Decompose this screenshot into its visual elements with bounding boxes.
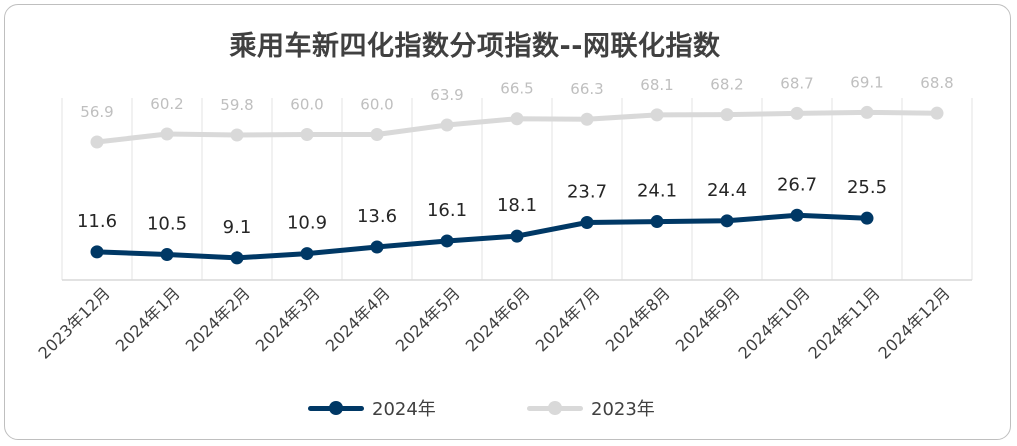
data-point-2024年-6 [510, 229, 524, 243]
series-line-2024年 [94, 212, 870, 261]
data-point-2024年-4 [370, 240, 384, 254]
data-point-2023年-8 [650, 108, 664, 122]
data-point-2023年-2 [230, 128, 244, 142]
data-point-2024年-2 [230, 251, 244, 265]
x-tick-label-7: 2024年7月 [532, 283, 604, 355]
data-point-2023年-9 [720, 108, 734, 122]
data-label-2023年-7: 66.3 [570, 80, 603, 98]
data-label-2023年-0: 56.9 [80, 103, 113, 121]
x-tick-label-6: 2024年6月 [462, 283, 534, 355]
chart-title: 乘用车新四化指数分项指数--网联化指数 [229, 31, 721, 62]
x-tick-label-9: 2024年9月 [672, 283, 744, 355]
data-point-2023年-6 [510, 112, 524, 126]
x-tick-label-1: 2024年1月 [112, 283, 184, 355]
data-label-2023年-5: 63.9 [430, 86, 463, 104]
data-label-2023年-11: 69.1 [850, 73, 883, 91]
data-point-2023年-4 [370, 128, 384, 141]
legend-swatch-2023 [527, 398, 583, 418]
data-point-2024年-0 [90, 245, 104, 259]
data-point-2023年-11 [860, 105, 874, 119]
data-point-2024年-7 [580, 216, 594, 230]
data-label-2024年-3: 10.9 [287, 213, 327, 234]
data-label-2023年-3: 60.0 [290, 96, 323, 114]
data-label-2024年-5: 16.1 [427, 200, 467, 221]
data-point-2024年-8 [650, 215, 664, 229]
data-point-2024年-9 [720, 214, 734, 228]
x-tick-label-2: 2024年2月 [182, 283, 254, 355]
x-tick-label-5: 2024年5月 [392, 283, 464, 355]
legend-item-2024: 2024年 [308, 393, 436, 423]
data-label-2023年-8: 68.1 [640, 76, 673, 94]
x-tick-label-3: 2024年3月 [252, 283, 324, 355]
x-tick-label-4: 2024年4月 [322, 283, 394, 355]
data-label-2024年-4: 13.6 [357, 206, 397, 227]
x-tick-label-12: 2024年12月 [875, 283, 954, 362]
chart-legend: 2024年 2023年 [0, 393, 1017, 423]
data-point-2024年-3 [300, 247, 314, 261]
data-label-2024年-6: 18.1 [497, 195, 537, 216]
data-label-2023年-6: 66.5 [500, 80, 533, 98]
data-point-2023年-7 [580, 112, 594, 126]
x-tick-label-8: 2024年8月 [602, 283, 674, 355]
data-label-2024年-7: 23.7 [567, 182, 607, 203]
data-point-2023年-3 [300, 128, 314, 141]
data-point-2023年-0 [90, 135, 104, 149]
data-label-2024年-8: 24.1 [637, 181, 677, 202]
data-point-2023年-12 [930, 106, 944, 120]
chart-frame [4, 4, 1011, 440]
data-point-2023年-5 [440, 118, 454, 132]
x-tick-label-10: 2024年10月 [735, 283, 814, 362]
data-label-2023年-9: 68.2 [710, 76, 743, 94]
data-point-2024年-5 [440, 234, 454, 248]
data-label-2023年-10: 68.7 [780, 74, 813, 92]
legend-swatch-2024 [308, 398, 364, 418]
data-point-2024年-11 [860, 211, 874, 225]
data-label-2024年-11: 25.5 [847, 177, 887, 198]
legend-item-2023: 2023年 [527, 393, 655, 423]
data-label-2024年-10: 26.7 [777, 174, 817, 195]
data-label-2023年-4: 60.0 [360, 96, 393, 114]
data-label-2024年-0: 11.6 [77, 211, 117, 232]
data-label-2024年-9: 24.4 [707, 180, 747, 201]
data-point-2023年-1 [160, 127, 174, 141]
data-point-2024年-10 [790, 208, 804, 222]
x-tick-label-11: 2024年11月 [805, 283, 884, 362]
legend-label-2024: 2024年 [372, 399, 436, 420]
x-tick-label-0: 2023年12月 [35, 283, 114, 362]
data-label-2023年-1: 60.2 [150, 95, 183, 113]
data-label-2024年-1: 10.5 [147, 214, 187, 235]
legend-label-2023: 2023年 [591, 399, 655, 420]
data-label-2023年-2: 59.8 [220, 96, 253, 114]
data-point-2024年-1 [160, 248, 174, 262]
data-point-2023年-10 [790, 106, 804, 120]
data-label-2024年-2: 9.1 [223, 217, 252, 238]
data-label-2023年-12: 68.8 [920, 74, 953, 92]
